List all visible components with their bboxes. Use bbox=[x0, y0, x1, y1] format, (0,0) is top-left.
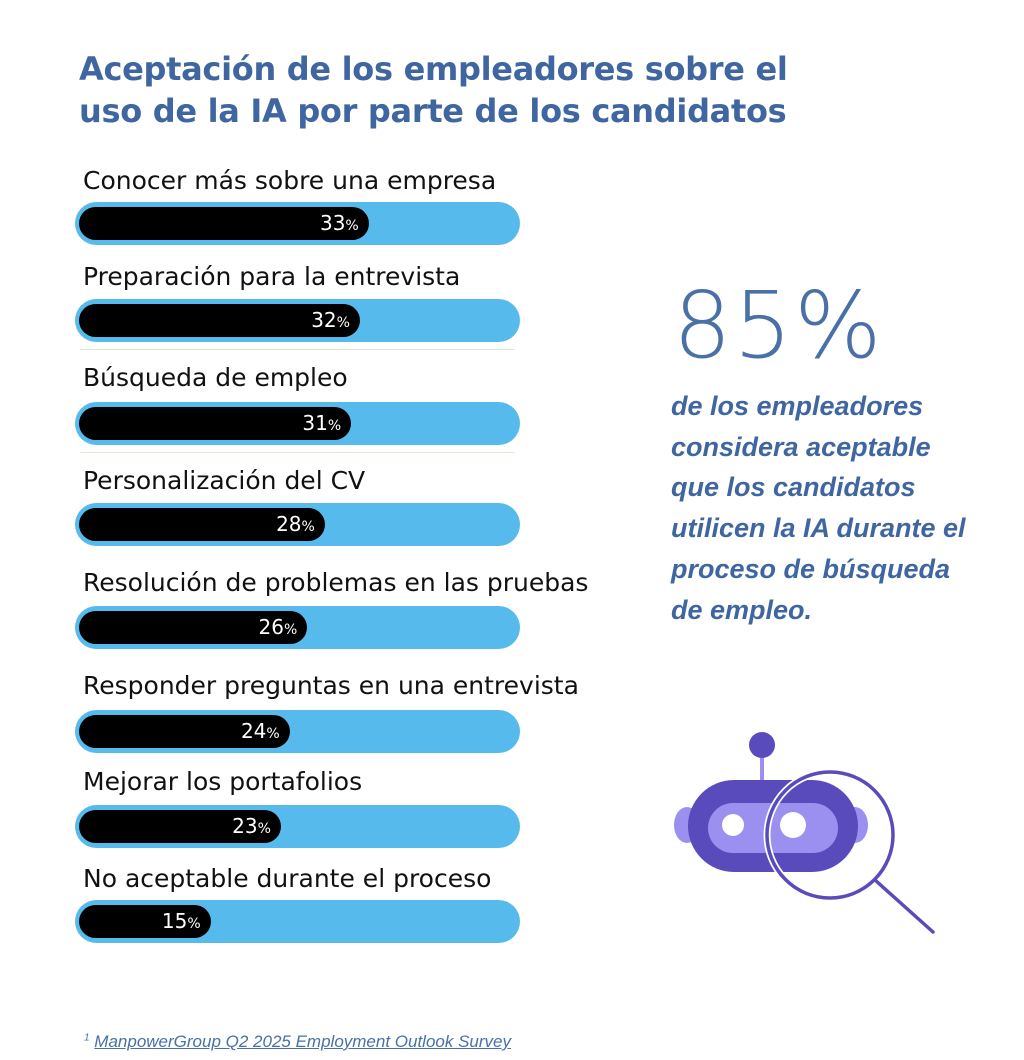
bar: 15% bbox=[79, 905, 211, 938]
bar-label: Responder preguntas en una entrevista bbox=[83, 671, 579, 700]
bar-value-label: 28% bbox=[276, 512, 315, 536]
bar-track: 32% bbox=[75, 299, 520, 342]
bar: 23% bbox=[79, 810, 281, 843]
bar-label: Personalización del CV bbox=[83, 466, 366, 495]
divider bbox=[80, 452, 515, 453]
bar-value-label: 15% bbox=[161, 909, 201, 933]
footnote: 1 ManpowerGroup Q2 2025 Employment Outlo… bbox=[84, 1032, 511, 1052]
bar-track: 24% bbox=[75, 710, 520, 753]
bar-value-label: 31% bbox=[302, 411, 342, 435]
bar-label: Preparación para la entrevista bbox=[83, 262, 461, 291]
bar-label: Conocer más sobre una empresa bbox=[83, 166, 497, 195]
bar-track: 15% bbox=[75, 900, 520, 943]
footnote-source-link[interactable]: ManpowerGroup Q2 2025 Employment Outlook… bbox=[94, 1032, 512, 1051]
bar: 28% bbox=[79, 508, 325, 541]
bar-track: 23% bbox=[75, 805, 520, 848]
bar: 32% bbox=[79, 304, 360, 337]
bar-track: 28% bbox=[75, 503, 520, 546]
bar-label: Mejorar los portafolios bbox=[83, 767, 363, 796]
bar: 26% bbox=[79, 611, 308, 644]
bar-value-label: 32% bbox=[311, 308, 350, 332]
bar-label: No aceptable durante el proceso bbox=[83, 864, 492, 893]
chart-title: Aceptación de los empleadores sobre el u… bbox=[79, 50, 788, 130]
robot-magnifier-icon bbox=[674, 732, 935, 934]
bar-value-label: 26% bbox=[258, 615, 298, 639]
bar-value-label: 33% bbox=[319, 211, 359, 235]
bar: 24% bbox=[79, 715, 290, 748]
bar-track: 33% bbox=[75, 202, 520, 245]
divider bbox=[80, 349, 515, 350]
bar-label: Resolución de problemas en las pruebas bbox=[83, 568, 589, 597]
bar: 31% bbox=[79, 407, 352, 440]
highlight-value: 85% bbox=[673, 272, 884, 379]
bar-label: Búsqueda de empleo bbox=[83, 363, 348, 392]
bar-value-label: 23% bbox=[232, 814, 271, 838]
bar-track: 31% bbox=[75, 402, 520, 445]
bar-value-label: 24% bbox=[240, 719, 280, 743]
highlight-text: de los empleadores considera aceptable q… bbox=[671, 391, 966, 625]
bar: 33% bbox=[79, 207, 369, 240]
footnote-marker: 1 bbox=[84, 1032, 90, 1044]
bar-track: 26% bbox=[75, 606, 520, 649]
